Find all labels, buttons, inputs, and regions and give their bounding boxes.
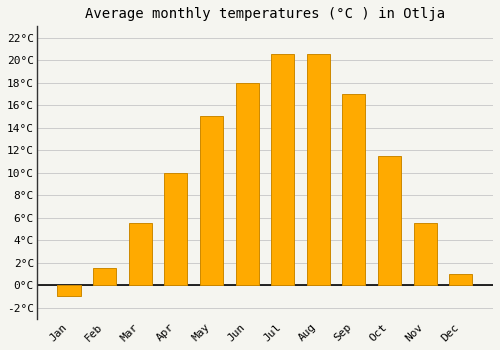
Bar [306,54,330,285]
Bar [271,54,294,285]
Bar [378,156,401,285]
Bar [58,285,80,296]
Bar [236,83,258,285]
Bar [128,223,152,285]
Bar [342,94,365,285]
Bar [164,173,188,285]
Title: Average monthly temperatures (°C ) in Otlja: Average monthly temperatures (°C ) in Ot… [85,7,445,21]
Bar [93,268,116,285]
Bar [449,274,472,285]
Bar [414,223,436,285]
Bar [200,116,223,285]
